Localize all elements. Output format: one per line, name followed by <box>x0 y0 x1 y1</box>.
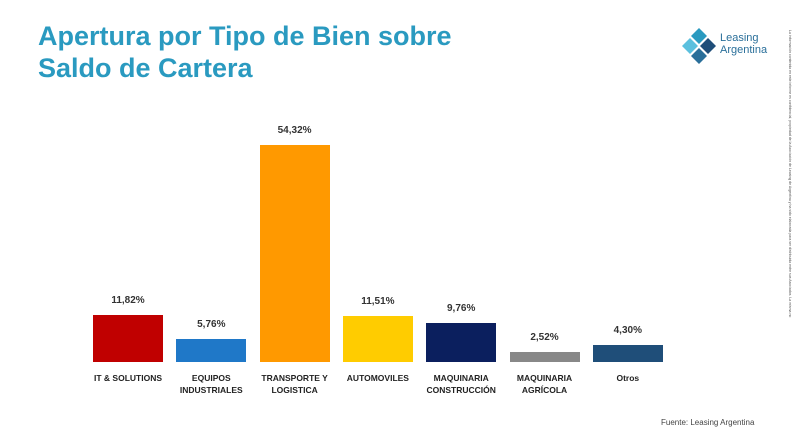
value-label: 5,76% <box>197 318 226 330</box>
disclaimer: La información contenida en este informe… <box>788 30 792 318</box>
category-label: IT & SOLUTIONS <box>94 373 162 383</box>
value-label: 11,82% <box>111 294 145 306</box>
source-note: Fuente: Leasing Argentina <box>661 418 755 427</box>
value-label: 9,76% <box>447 303 476 314</box>
bar <box>509 351 580 362</box>
value-label: 2,52% <box>530 331 559 343</box>
bar <box>426 323 497 362</box>
category-label: MAQUINARIA CONSTRUCCIÓN <box>426 373 496 395</box>
value-label: 54,32% <box>277 125 312 136</box>
category-label: TRANSPORTE Y LOGISTICA <box>261 373 328 395</box>
chart-title: Apertura por Tipo de Bien sobre Saldo de… <box>38 21 452 83</box>
value-label: 11,51% <box>361 296 395 308</box>
bar <box>176 338 247 362</box>
bar <box>259 145 330 362</box>
value-label: 4,30% <box>613 324 642 336</box>
bar <box>592 344 663 362</box>
category-label: AUTOMOVILES <box>346 373 409 383</box>
category-label: MAQUINARIA AGRÍCOLA <box>516 373 573 395</box>
bar <box>93 314 163 362</box>
category-label: EQUIPOS INDUSTRIALES <box>179 373 243 395</box>
logo-text: Leasing Argentina <box>720 32 768 56</box>
category-label: Otros <box>616 373 640 383</box>
bar <box>342 316 413 362</box>
logo-icon <box>682 28 716 64</box>
